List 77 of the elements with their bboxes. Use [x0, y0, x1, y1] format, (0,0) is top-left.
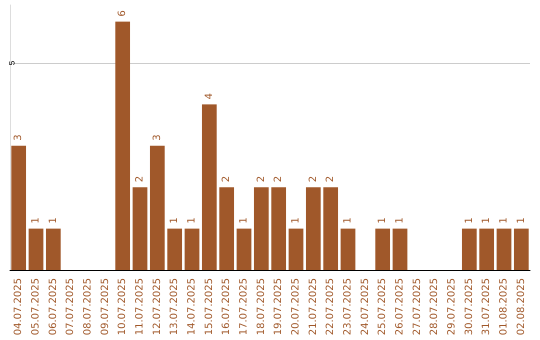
bar: [271, 187, 286, 270]
x-tick-label: 18.07.2025: [256, 278, 267, 336]
bar: [392, 228, 408, 270]
data-label: 1: [481, 217, 492, 224]
bar: [375, 228, 390, 270]
x-tick-label: 25.07.2025: [377, 278, 388, 336]
bar: [306, 187, 321, 270]
bar: [11, 146, 26, 270]
bar: [462, 228, 477, 270]
bar: [479, 228, 494, 270]
x-tick-label: 10.07.2025: [117, 278, 128, 336]
x-tick-label: 17.07.2025: [238, 278, 250, 336]
x-tick-label: 14.07.2025: [186, 278, 198, 336]
x-tick-label: 13.07.2025: [169, 278, 180, 336]
data-label: 1: [48, 217, 59, 224]
x-tick-label: 05.07.2025: [30, 278, 42, 336]
bar: [202, 104, 217, 270]
data-label: 3: [13, 134, 24, 141]
x-tick-label: 26.07.2025: [394, 278, 406, 336]
bar: [46, 228, 61, 270]
data-label: 4: [204, 93, 215, 100]
x-tick-label: 27.07.2025: [412, 278, 423, 336]
x-tick-label: 30.07.2025: [464, 278, 475, 336]
x-tick-label: 31.07.2025: [481, 278, 492, 336]
x-tick-label: 29.07.2025: [446, 278, 458, 336]
x-tick-label: 22.07.2025: [325, 278, 336, 336]
data-label: 1: [516, 217, 527, 224]
x-tick-label: 20.07.2025: [290, 278, 302, 336]
data-label: 3: [152, 134, 163, 141]
data-label: 2: [273, 176, 284, 182]
bar: [219, 187, 234, 270]
x-tick-label: 02.08.2025: [516, 278, 527, 336]
bar: [340, 228, 356, 270]
x-tick-label: 06.07.2025: [48, 278, 59, 336]
bar: [236, 228, 252, 270]
data-label: 1: [290, 217, 302, 224]
x-tick-label: 04.07.2025: [13, 278, 24, 336]
data-label: 2: [308, 176, 319, 182]
bar: [28, 228, 44, 270]
data-label: 1: [238, 217, 250, 224]
bar: [254, 187, 269, 270]
data-label: 1: [464, 217, 475, 224]
data-label: 2: [256, 176, 267, 182]
y-tick-label: 5: [8, 60, 16, 66]
x-tick-label: 07.07.2025: [65, 278, 76, 336]
bar: [132, 187, 148, 270]
x-tick-label: 23.07.2025: [342, 278, 354, 336]
data-label: 2: [325, 176, 336, 182]
x-tick-label: 12.07.2025: [152, 278, 163, 336]
x-tick-label: 16.07.2025: [221, 278, 232, 336]
x-tick-label: 21.07.2025: [308, 278, 319, 336]
data-label: 2: [221, 176, 232, 182]
data-label: 1: [394, 217, 406, 224]
data-label: 1: [30, 217, 42, 224]
bar: [167, 228, 182, 270]
data-label: 1: [186, 217, 198, 224]
x-tick-label: 08.07.2025: [82, 278, 94, 336]
x-tick-label: 01.08.2025: [498, 278, 510, 336]
data-label: 2: [134, 176, 146, 182]
bar: [323, 187, 338, 270]
data-label: 1: [377, 217, 388, 224]
x-tick-label: 15.07.2025: [204, 278, 215, 336]
bar: [288, 228, 304, 270]
data-label: 1: [498, 217, 510, 224]
x-tick-label: 28.07.2025: [429, 278, 440, 336]
bar: [514, 228, 529, 270]
bar: [150, 146, 165, 270]
x-tick-label: 09.07.2025: [100, 278, 111, 336]
x-tick-label: 24.07.2025: [360, 278, 371, 336]
bar: [496, 228, 512, 270]
x-tick-label: 19.07.2025: [273, 278, 284, 336]
data-label: 1: [169, 217, 180, 224]
data-label: 1: [342, 217, 354, 224]
x-tick-label: 11.07.2025: [134, 278, 146, 336]
data-label: 6: [117, 10, 128, 17]
bar: [115, 22, 130, 270]
bar: [184, 228, 200, 270]
